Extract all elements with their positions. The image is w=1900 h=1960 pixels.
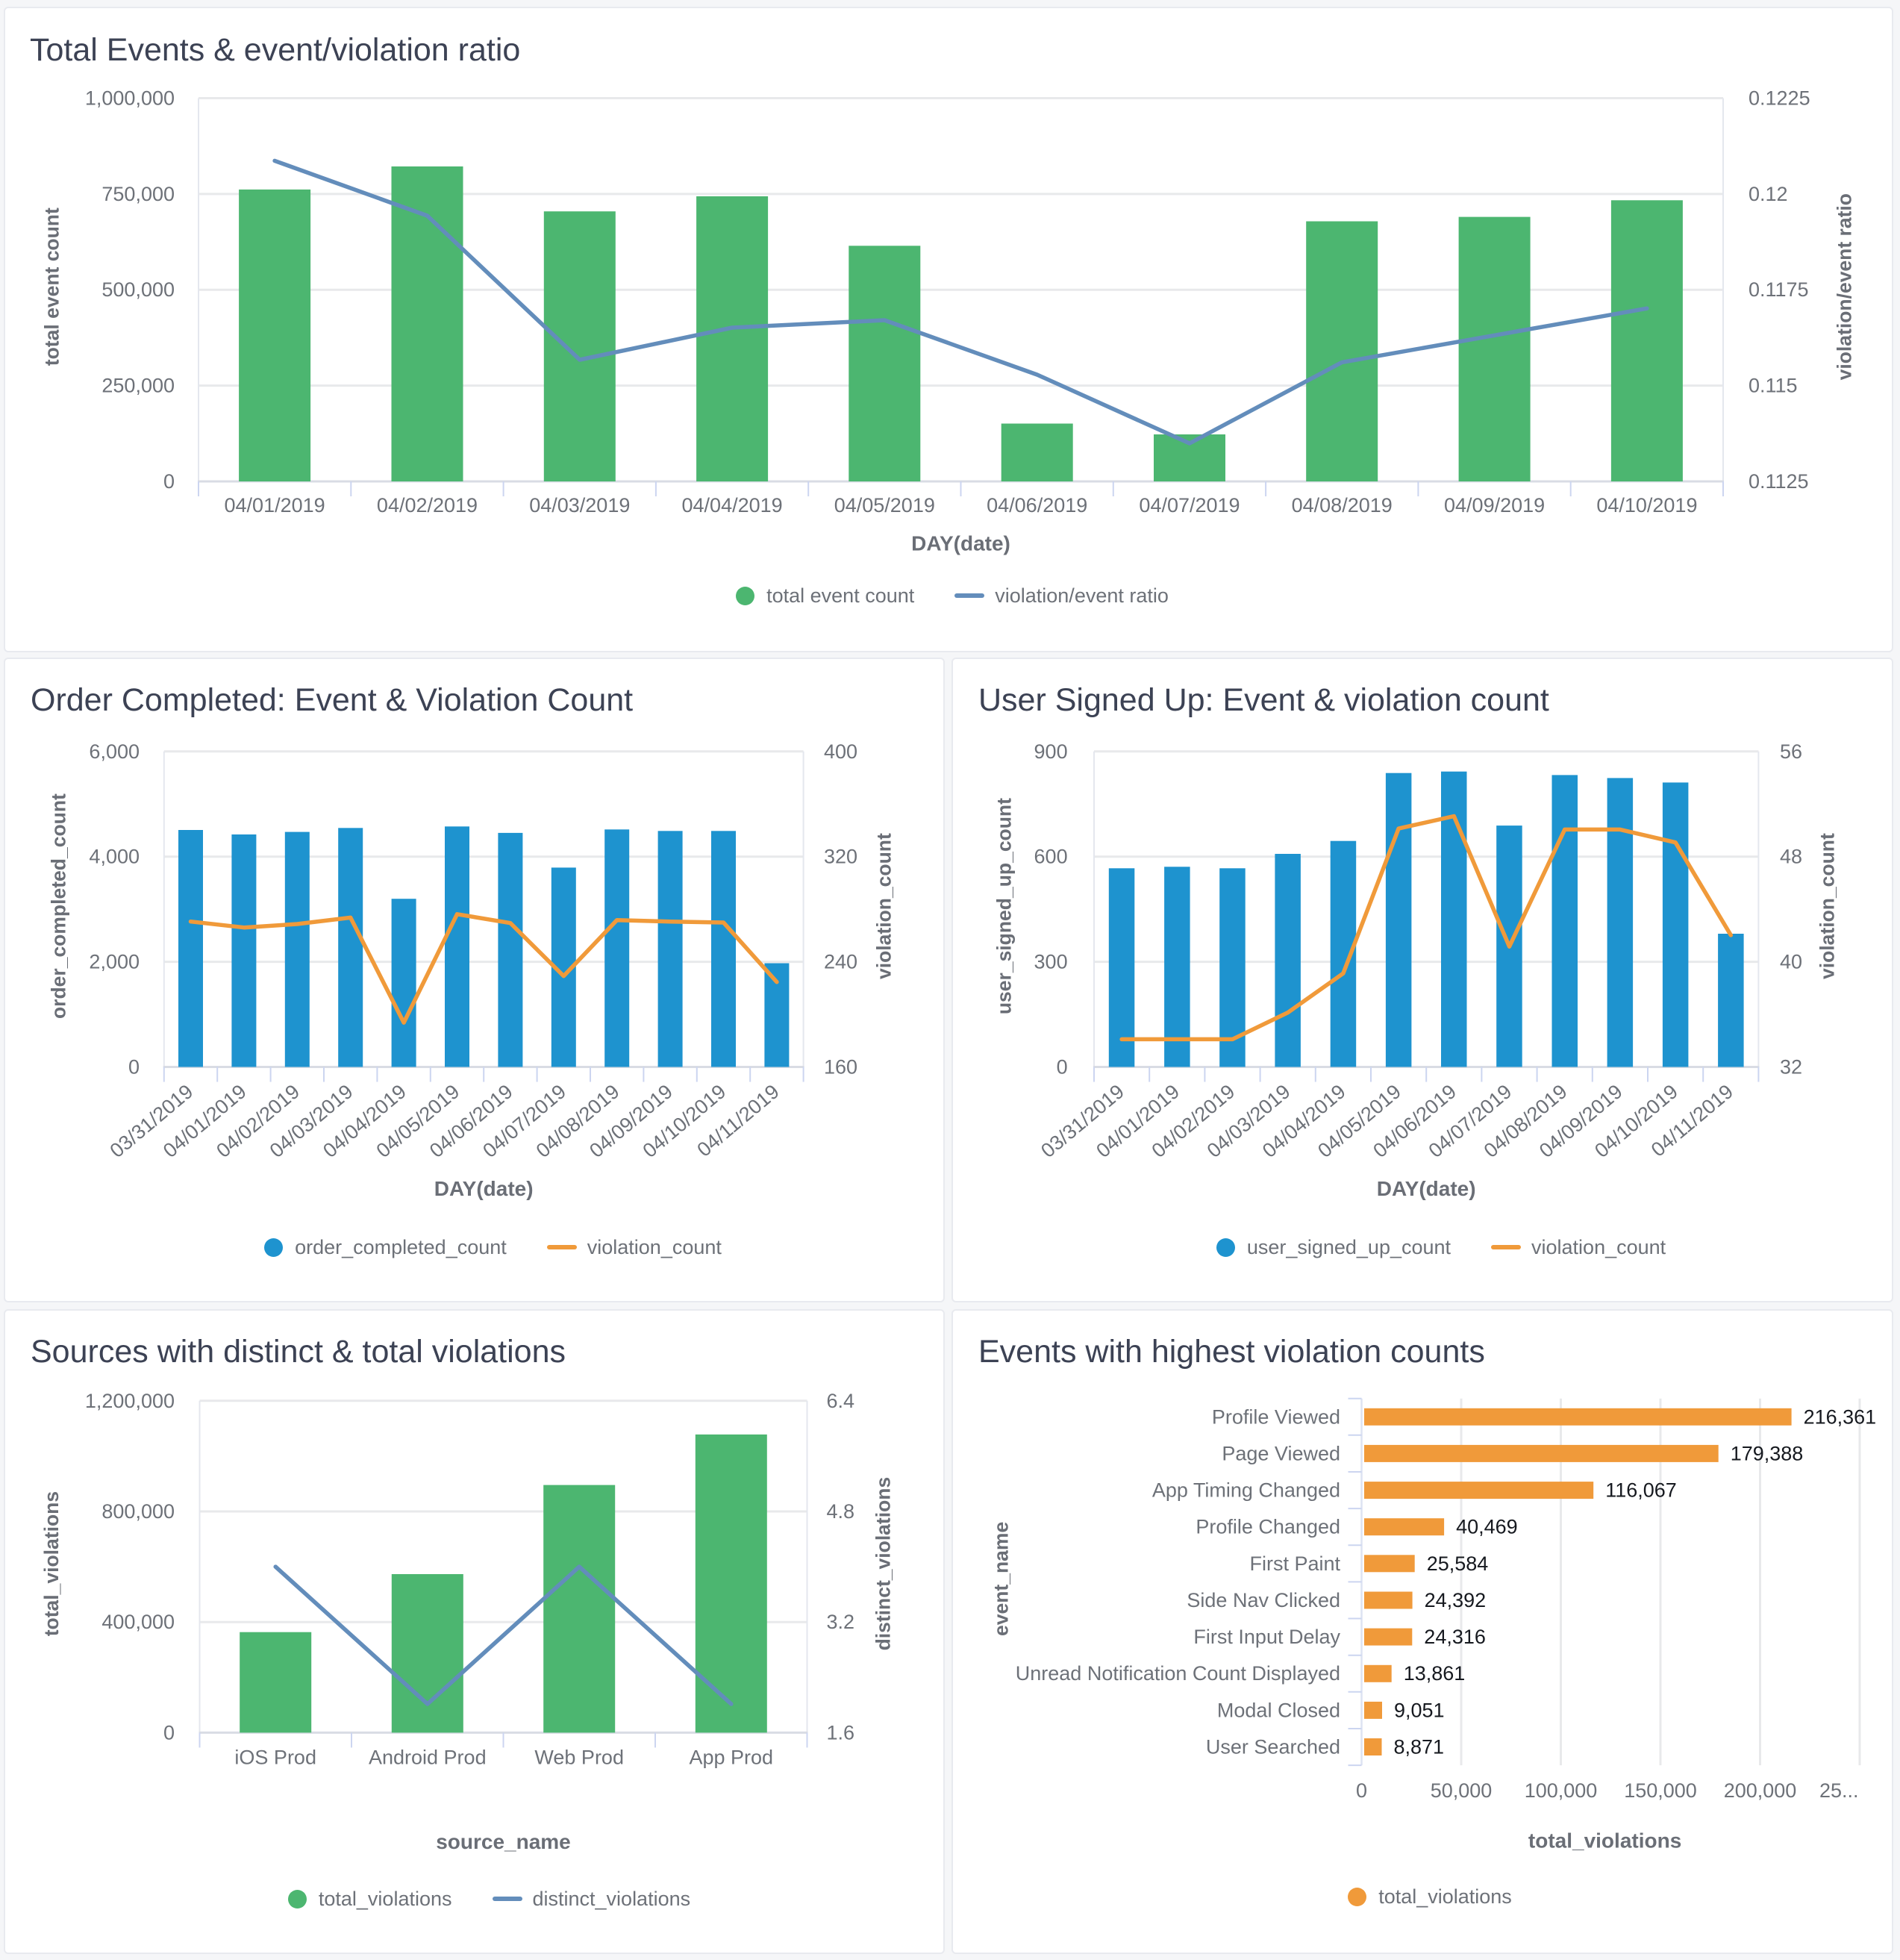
svg-text:violation/event ratio: violation/event ratio xyxy=(1834,193,1856,380)
svg-text:Sources with distinct & total: Sources with distinct & total violations xyxy=(31,1334,566,1370)
svg-text:0: 0 xyxy=(1356,1779,1367,1802)
svg-text:distinct_violations: distinct_violations xyxy=(872,1477,895,1651)
svg-text:Side Nav Clicked: Side Nav Clicked xyxy=(1187,1589,1340,1611)
svg-text:300: 300 xyxy=(1034,951,1068,973)
svg-text:04/09/2019: 04/09/2019 xyxy=(1444,494,1545,516)
svg-text:violation_count: violation_count xyxy=(872,833,895,979)
svg-text:400,000: 400,000 xyxy=(101,1611,175,1633)
svg-text:DAY(date): DAY(date) xyxy=(434,1177,534,1200)
svg-text:25,584: 25,584 xyxy=(1427,1552,1489,1575)
svg-text:6.4: 6.4 xyxy=(827,1390,855,1412)
svg-text:800,000: 800,000 xyxy=(101,1500,175,1523)
svg-text:400: 400 xyxy=(824,740,857,763)
svg-text:0: 0 xyxy=(163,1721,175,1744)
svg-text:total_violations: total_violations xyxy=(40,1491,63,1636)
svg-text:Page Viewed: Page Viewed xyxy=(1222,1442,1340,1464)
svg-text:1,200,000: 1,200,000 xyxy=(85,1390,175,1412)
svg-text:0.1175: 0.1175 xyxy=(1749,278,1809,301)
svg-text:4,000: 4,000 xyxy=(89,846,140,868)
svg-text:Profile Changed: Profile Changed xyxy=(1196,1516,1340,1538)
svg-text:179,388: 179,388 xyxy=(1731,1442,1804,1464)
svg-text:160: 160 xyxy=(824,1056,857,1079)
svg-text:source_name: source_name xyxy=(436,1830,571,1853)
svg-text:6,000: 6,000 xyxy=(89,740,140,763)
svg-text:0.115: 0.115 xyxy=(1749,375,1798,397)
svg-text:04/08/2019: 04/08/2019 xyxy=(1292,494,1393,516)
svg-text:25...: 25... xyxy=(1819,1779,1859,1802)
svg-text:04/07/2019: 04/07/2019 xyxy=(1139,494,1240,516)
svg-text:Unread Notification Count Disp: Unread Notification Count Displayed xyxy=(1016,1662,1340,1685)
svg-text:100,000: 100,000 xyxy=(1525,1779,1598,1802)
svg-text:240: 240 xyxy=(824,951,857,973)
svg-text:1.6: 1.6 xyxy=(827,1721,855,1744)
svg-text:50,000: 50,000 xyxy=(1431,1779,1493,1802)
svg-text:First Paint: First Paint xyxy=(1249,1552,1340,1575)
svg-text:1,000,000: 1,000,000 xyxy=(85,87,175,110)
svg-text:500,000: 500,000 xyxy=(101,278,175,301)
svg-text:Events with highest violation: Events with highest violation counts xyxy=(978,1334,1485,1370)
svg-text:violation_count: violation_count xyxy=(1816,833,1838,979)
svg-text:User Searched: User Searched xyxy=(1206,1736,1340,1758)
svg-text:200,000: 200,000 xyxy=(1724,1779,1797,1802)
svg-text:24,392: 24,392 xyxy=(1425,1589,1487,1611)
svg-text:Total Events & event/violation: Total Events & event/violation ratio xyxy=(30,32,520,68)
svg-text:750,000: 750,000 xyxy=(101,183,175,205)
svg-text:900: 900 xyxy=(1034,740,1068,763)
svg-text:04/02/2019: 04/02/2019 xyxy=(377,494,478,516)
svg-text:48: 48 xyxy=(1780,846,1802,868)
svg-text:0.1125: 0.1125 xyxy=(1749,470,1809,493)
svg-text:04/04/2019: 04/04/2019 xyxy=(682,494,783,516)
svg-text:DAY(date): DAY(date) xyxy=(1377,1177,1476,1200)
svg-text:order_completed_count: order_completed_count xyxy=(47,793,69,1019)
svg-text:DAY(date): DAY(date) xyxy=(911,532,1010,555)
svg-text:04/01/2019: 04/01/2019 xyxy=(225,494,325,516)
svg-text:Web Prod: Web Prod xyxy=(534,1747,624,1769)
svg-text:8,871: 8,871 xyxy=(1394,1736,1445,1758)
svg-text:0: 0 xyxy=(1057,1056,1068,1079)
svg-text:user_signed_up_count: user_signed_up_count xyxy=(993,798,1016,1014)
svg-text:0.12: 0.12 xyxy=(1749,183,1788,205)
svg-text:Profile Viewed: Profile Viewed xyxy=(1212,1405,1340,1428)
svg-text:216,361: 216,361 xyxy=(1804,1405,1877,1428)
svg-text:0.1225: 0.1225 xyxy=(1749,87,1810,110)
svg-text:App Prod: App Prod xyxy=(690,1747,774,1769)
svg-text:event_name: event_name xyxy=(990,1522,1013,1636)
svg-text:56: 56 xyxy=(1780,740,1802,763)
svg-text:13,861: 13,861 xyxy=(1404,1662,1466,1685)
svg-text:40,469: 40,469 xyxy=(1456,1516,1518,1538)
svg-text:total event count: total event count xyxy=(41,207,63,366)
svg-text:116,067: 116,067 xyxy=(1605,1479,1677,1502)
svg-text:0: 0 xyxy=(163,470,175,493)
svg-text:Modal Closed: Modal Closed xyxy=(1217,1699,1340,1721)
svg-text:Android Prod: Android Prod xyxy=(369,1747,487,1769)
svg-text:iOS Prod: iOS Prod xyxy=(234,1747,316,1769)
svg-text:150,000: 150,000 xyxy=(1624,1779,1697,1802)
svg-text:0: 0 xyxy=(128,1056,140,1079)
svg-text:40: 40 xyxy=(1780,951,1802,973)
svg-text:04/06/2019: 04/06/2019 xyxy=(987,494,1087,516)
svg-text:04/05/2019: 04/05/2019 xyxy=(834,494,935,516)
svg-text:3.2: 3.2 xyxy=(827,1611,855,1633)
svg-text:2,000: 2,000 xyxy=(89,951,140,973)
svg-text:Order Completed: Event & Viola: Order Completed: Event & Violation Count xyxy=(31,682,633,718)
svg-text:First Input Delay: First Input Delay xyxy=(1193,1626,1340,1648)
svg-text:04/10/2019: 04/10/2019 xyxy=(1596,494,1697,516)
svg-text:320: 320 xyxy=(824,846,857,868)
svg-text:User Signed Up: Event & violat: User Signed Up: Event & violation count xyxy=(978,682,1549,718)
svg-text:9,051: 9,051 xyxy=(1394,1699,1445,1721)
svg-text:32: 32 xyxy=(1780,1056,1802,1079)
svg-text:App Timing Changed: App Timing Changed xyxy=(1152,1479,1340,1502)
svg-text:04/03/2019: 04/03/2019 xyxy=(529,494,630,516)
svg-text:600: 600 xyxy=(1034,846,1068,868)
svg-text:total_violations: total_violations xyxy=(1528,1829,1681,1853)
svg-text:24,316: 24,316 xyxy=(1424,1626,1486,1648)
svg-text:4.8: 4.8 xyxy=(827,1500,855,1523)
svg-text:250,000: 250,000 xyxy=(101,375,175,397)
